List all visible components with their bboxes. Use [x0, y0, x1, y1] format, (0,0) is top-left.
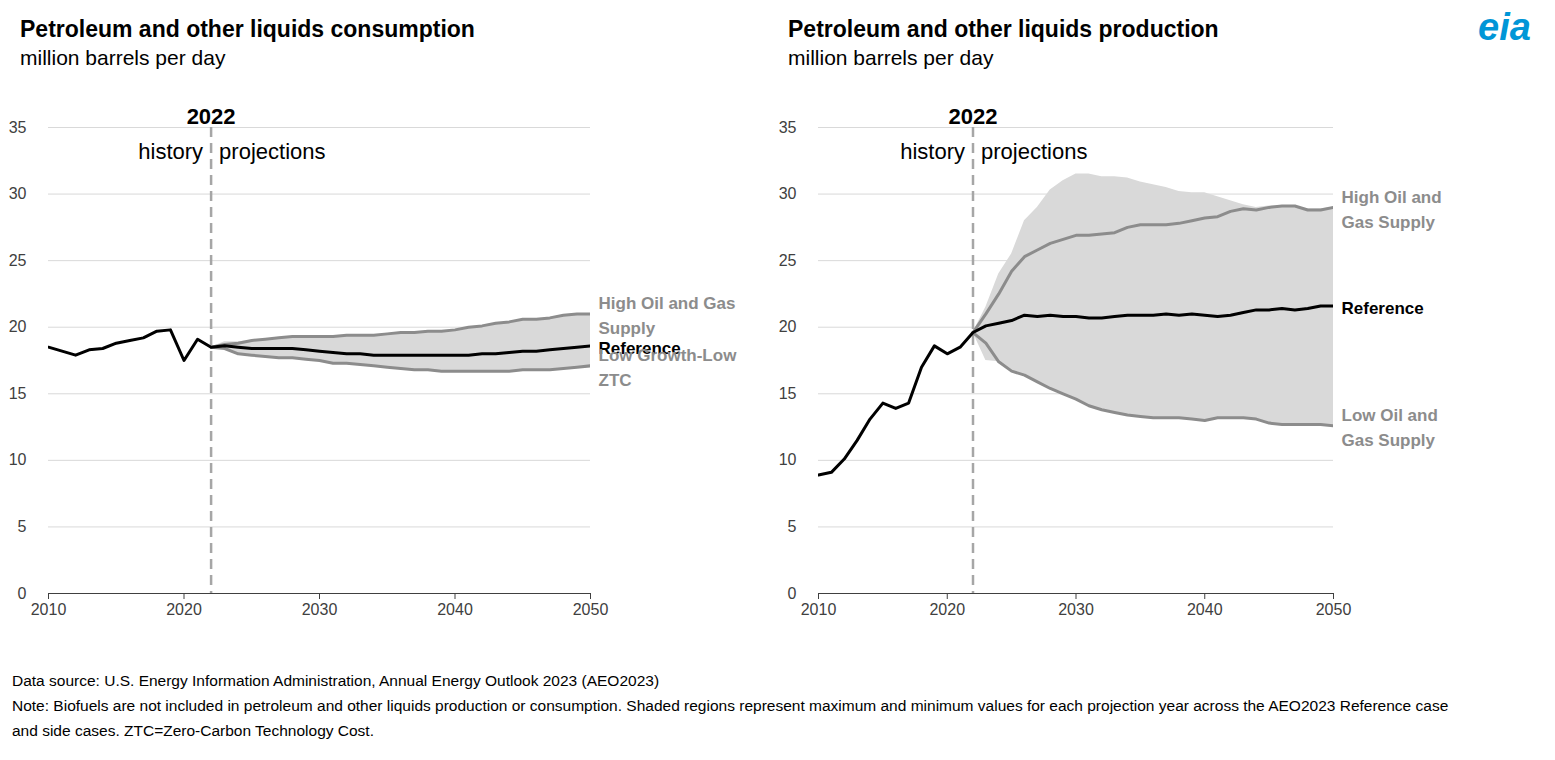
svg-text:0: 0: [18, 585, 27, 602]
svg-text:High Oil and GasSupply: High Oil and GasSupply: [599, 294, 736, 338]
html-text:Petroleum and other liquids co: Petroleum and other liquids consumption: [20, 16, 475, 42]
svg-text:2030: 2030: [302, 601, 338, 618]
svg-text:20: 20: [9, 318, 27, 335]
svg-text:30: 30: [9, 185, 27, 202]
html-text:Petroleum and other liquids pr: Petroleum and other liquids production: [788, 16, 1219, 42]
svg-text:2020: 2020: [166, 601, 202, 618]
svg-text:35: 35: [779, 119, 797, 136]
html-text:eia: eia: [1478, 6, 1531, 48]
svg-text:High Oil andGas Supply: High Oil andGas Supply: [1342, 188, 1442, 232]
svg-text:10: 10: [779, 451, 797, 468]
svg-text:2010: 2010: [801, 601, 837, 618]
svg-text:projections: projections: [981, 139, 1087, 164]
html-text:Note: Biofuels are not include: Note: Biofuels are not included in petro…: [12, 697, 1449, 739]
svg-text:2050: 2050: [573, 601, 609, 618]
svg-text:25: 25: [779, 252, 797, 269]
svg-text:30: 30: [779, 185, 797, 202]
svg-text:5: 5: [788, 518, 797, 535]
svg-text:2050: 2050: [1316, 601, 1352, 618]
svg-text:15: 15: [9, 385, 27, 402]
svg-text:Reference: Reference: [1342, 299, 1424, 318]
svg-text:0: 0: [788, 585, 797, 602]
svg-text:2030: 2030: [1058, 601, 1094, 618]
svg-text:history: history: [900, 139, 965, 164]
svg-text:2020: 2020: [929, 601, 965, 618]
svg-text:projections: projections: [219, 139, 325, 164]
svg-text:2022: 2022: [949, 104, 998, 129]
html-text:million barrels per day: million barrels per day: [20, 46, 226, 69]
svg-text:20: 20: [779, 318, 797, 335]
svg-text:Low Growth-LowZTC: Low Growth-LowZTC: [599, 346, 738, 390]
svg-text:history: history: [138, 139, 203, 164]
html-text:Data source: U.S. Energy Infor: Data source: U.S. Energy Information Adm…: [12, 672, 659, 689]
html-text:million barrels per day: million barrels per day: [788, 46, 994, 69]
svg-text:25: 25: [9, 252, 27, 269]
svg-text:35: 35: [9, 119, 27, 136]
svg-text:15: 15: [779, 385, 797, 402]
svg-text:2040: 2040: [1187, 601, 1223, 618]
svg-text:2040: 2040: [437, 601, 473, 618]
svg-text:10: 10: [9, 451, 27, 468]
svg-text:5: 5: [18, 518, 27, 535]
svg-text:Low Oil andGas Supply: Low Oil andGas Supply: [1342, 406, 1438, 450]
svg-text:2010: 2010: [31, 601, 67, 618]
svg-text:2022: 2022: [187, 104, 236, 129]
